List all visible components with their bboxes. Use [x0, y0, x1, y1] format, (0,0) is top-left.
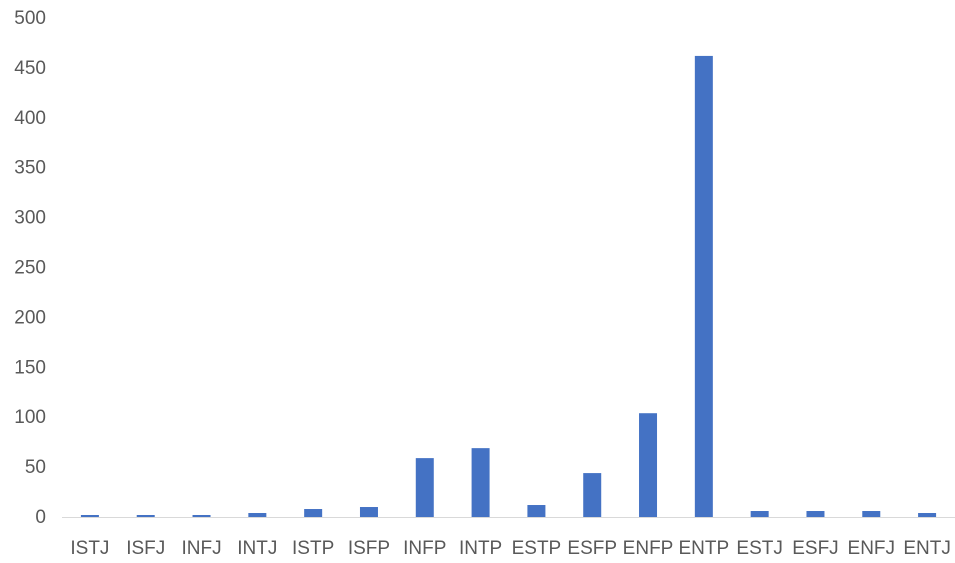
bar-isfp	[359, 507, 378, 517]
y-tick-label: 200	[14, 307, 46, 328]
bar-esfj	[806, 511, 825, 517]
bar-intj	[248, 513, 267, 517]
y-tick-label: 350	[14, 158, 46, 179]
x-tick-label: ENFJ	[848, 538, 896, 559]
bar-enfp	[639, 413, 658, 517]
x-tick-label: ISFP	[348, 538, 390, 559]
bar-infj	[192, 515, 211, 517]
y-tick-label: 400	[14, 108, 46, 129]
x-axis-tick-labels: ISTJ ISFJ INFJ INTJ ISTP ISFP INFP INTP ESTP ESFP…	[70, 538, 950, 559]
bar-infp	[415, 458, 434, 517]
y-tick-label: 0	[35, 507, 46, 528]
x-tick-label: INFP	[403, 538, 446, 559]
x-tick-label: ISTJ	[70, 538, 109, 559]
y-tick-label: 300	[14, 208, 46, 229]
x-tick-label: ENFP	[623, 538, 674, 559]
bar-estj	[750, 511, 769, 517]
x-tick-label: INTP	[459, 538, 502, 559]
x-tick-label: ISFJ	[126, 538, 165, 559]
bar-entp	[694, 55, 713, 518]
y-tick-label: 100	[14, 407, 46, 428]
bar-intp	[471, 448, 490, 517]
bar-estp	[527, 505, 546, 517]
bar-series	[80, 55, 937, 518]
y-tick-label: 250	[14, 258, 46, 279]
bar-esfp	[583, 473, 602, 517]
y-axis-tick-labels: 0 50 100 150 200 250 300 350 400 450 500	[14, 8, 46, 528]
y-tick-label: 50	[25, 457, 46, 478]
y-tick-label: 150	[14, 357, 46, 378]
x-tick-label: ESFJ	[792, 538, 838, 559]
x-tick-label: ENTP	[678, 538, 729, 559]
bar-isfj	[136, 515, 155, 517]
x-tick-label: ESFP	[567, 538, 617, 559]
bar-enfj	[862, 511, 881, 517]
bar-entj	[918, 513, 937, 517]
y-tick-label: 500	[14, 8, 46, 29]
x-tick-label: INFJ	[181, 538, 221, 559]
bar-istj	[80, 515, 99, 517]
x-tick-label: INTJ	[237, 538, 277, 559]
bar-istp	[304, 509, 323, 517]
y-tick-label: 450	[14, 58, 46, 79]
x-tick-label: ESTJ	[736, 538, 782, 559]
x-tick-label: ENTJ	[903, 538, 951, 559]
x-tick-label: ESTP	[512, 538, 562, 559]
x-tick-label: ISTP	[292, 538, 334, 559]
